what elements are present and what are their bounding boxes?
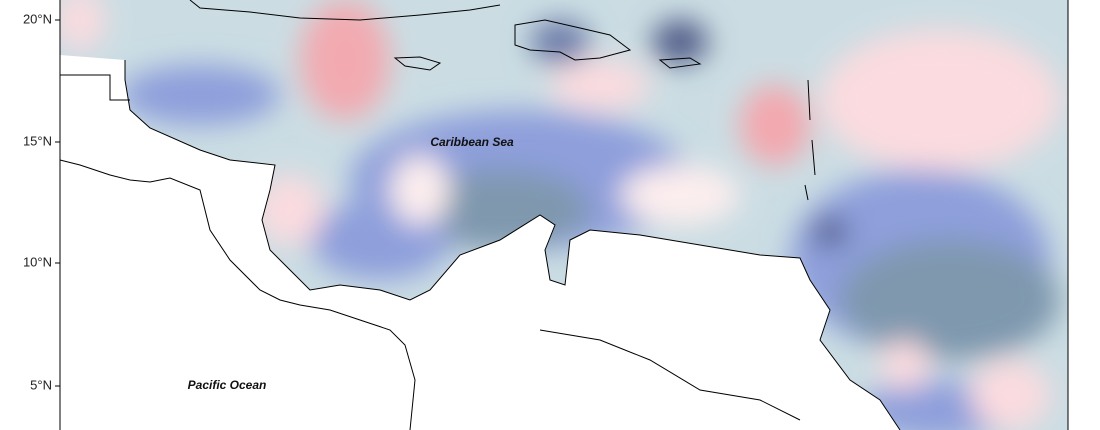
lat-ticks: 20°N 15°N 10°N 5°N [23, 11, 60, 392]
lat-label: 10°N [23, 254, 52, 269]
lat-label: 15°N [23, 133, 52, 148]
lat-label: 20°N [23, 11, 52, 26]
anomaly-field [60, 0, 1068, 430]
sea-label: Caribbean Sea [430, 135, 514, 149]
ocean-label: Pacific Ocean [188, 378, 267, 392]
lat-label: 5°N [30, 377, 52, 392]
coastlines [59, 0, 901, 430]
